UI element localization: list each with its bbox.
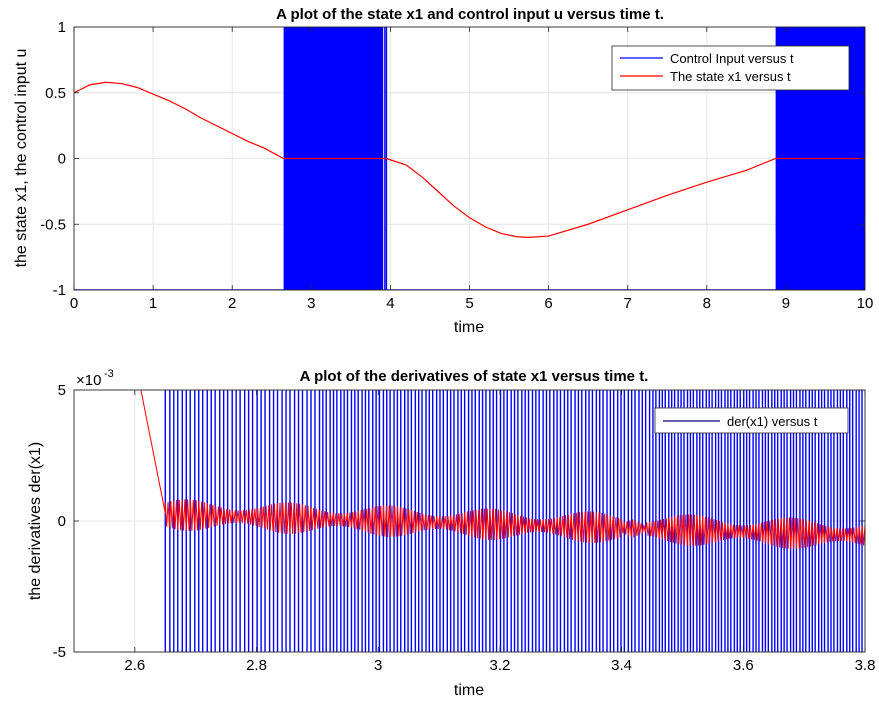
- bottom-x-tick-label: 3.6: [733, 657, 754, 674]
- top-x-tick-label: 0: [70, 295, 78, 312]
- bottom-y-tick-label: -5: [53, 644, 66, 661]
- top-legend: Control Input versus t The state x1 vers…: [611, 45, 850, 91]
- bottom-x-tick-label: 3: [374, 657, 382, 674]
- top-y-axis-label: the state x1, the control input u: [13, 49, 30, 268]
- top-x-tick-label: 10: [857, 295, 874, 312]
- bottom-derivative-line: [140, 390, 865, 549]
- bottom-y-tick-label: 5: [58, 382, 66, 399]
- top-legend-label-control: Control Input versus t: [670, 51, 794, 66]
- top-legend-label-state: The state x1 versus t: [670, 69, 791, 84]
- top-legend-box: [611, 45, 850, 91]
- plot-bottom: A plot of the derivatives of state x1 ve…: [27, 368, 875, 699]
- bottom-x-tick-label: 2.8: [246, 657, 267, 674]
- bottom-ticks: 2.6 2.8 3 3.2 3.4 3.6 3.8 -5 0 5: [53, 382, 876, 674]
- top-x-tick-label: 6: [544, 295, 552, 312]
- top-y-tick-label: 0.5: [45, 85, 66, 102]
- bottom-x-tick-label: 3.4: [611, 657, 632, 674]
- top-x-tick-label: 3: [307, 295, 315, 312]
- bottom-x-tick-label: 2.6: [124, 657, 145, 674]
- bottom-legend-label: der(x1) versus t: [727, 414, 818, 429]
- top-x-tick-label: 9: [782, 295, 790, 312]
- top-x-tick-label: 2: [228, 295, 236, 312]
- top-y-tick-label: 0: [58, 151, 66, 168]
- top-x-tick-label: 8: [703, 295, 711, 312]
- top-x-tick-label: 7: [624, 295, 632, 312]
- top-y-tick-label: -1: [53, 282, 66, 299]
- top-y-tick-label: 1: [58, 19, 66, 36]
- bottom-chart-title: A plot of the derivatives of state x1 ve…: [300, 368, 649, 385]
- top-x-tick-label: 5: [465, 295, 473, 312]
- top-x-tick-label: 1: [149, 295, 157, 312]
- top-state-x1-line: [74, 81, 865, 239]
- bottom-x-tick-label: 3.2: [489, 657, 510, 674]
- plot-top: A plot of the state x1 and control input…: [13, 6, 873, 336]
- bottom-legend: der(x1) versus t: [654, 407, 849, 434]
- top-ticks: 0 1 2 3 4 5 6 7 8 9 10 -1 -0.5 0 0.5 1: [40, 19, 873, 312]
- bottom-y-tick-label: 0: [58, 513, 66, 530]
- bottom-x-axis-label: time: [454, 682, 484, 699]
- top-chart-title: A plot of the state x1 and control input…: [276, 6, 664, 23]
- bottom-y-axis-label: the derivatives der(x1): [27, 442, 44, 600]
- bottom-clip-group: [140, 390, 865, 652]
- top-x-tick-label: 4: [386, 295, 394, 312]
- top-x-axis-label: time: [454, 319, 484, 336]
- bottom-x-tick-label: 3.8: [855, 657, 876, 674]
- bottom-exponent-power: -3: [104, 368, 114, 380]
- top-y-tick-label: -0.5: [40, 216, 66, 233]
- bottom-exponent-base: ×10: [76, 372, 101, 389]
